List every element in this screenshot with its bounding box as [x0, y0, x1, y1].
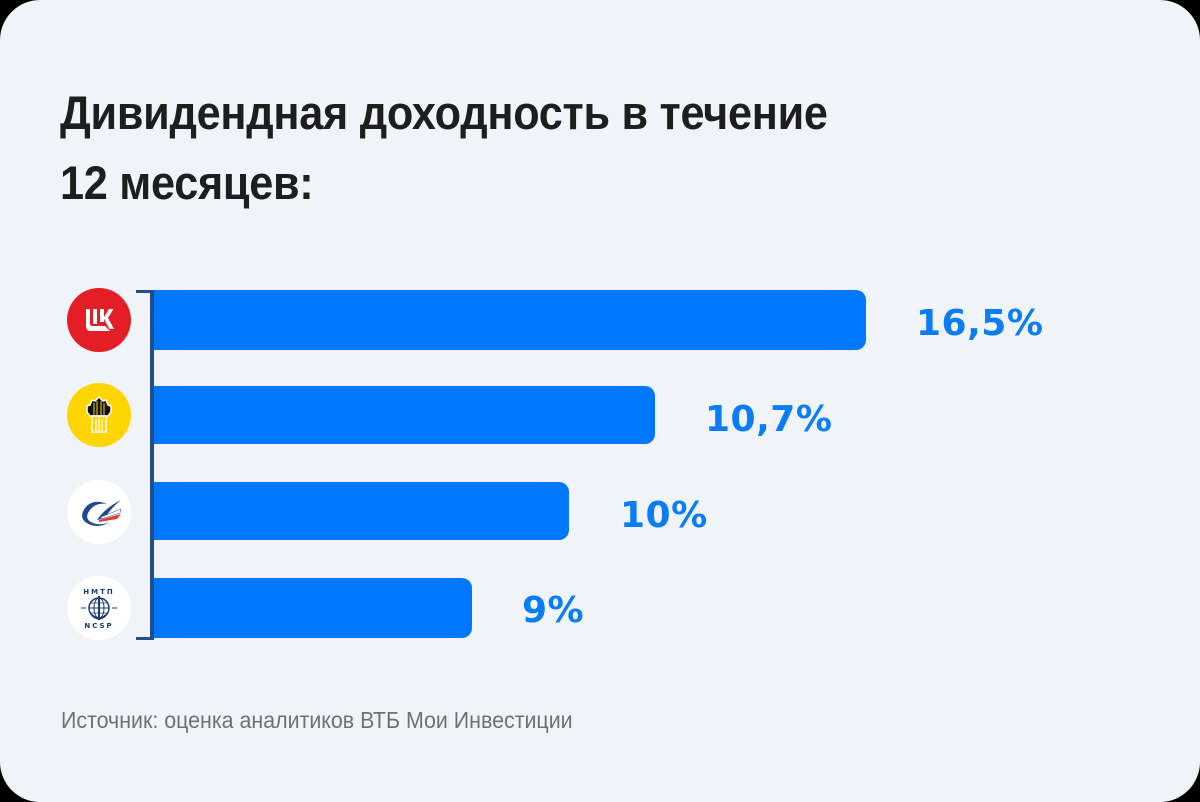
axis-bottom-tick — [136, 637, 152, 640]
title-line-2: 12 месяцев: — [60, 156, 314, 209]
source-note: Источник: оценка аналитиков ВТБ Мои Инве… — [61, 707, 573, 733]
nmtp-logo-icon: НМТП NCSP — [67, 576, 131, 640]
rosneft-logo-icon — [67, 383, 131, 447]
bar-nmtp — [154, 578, 472, 638]
value-label-sovcomflot: 10% — [620, 495, 708, 536]
svg-text:НМТП: НМТП — [83, 588, 114, 596]
value-label-rosneft: 10,7% — [705, 399, 833, 440]
sovcomflot-logo-icon — [67, 480, 131, 544]
bar-lukoil — [154, 290, 866, 350]
chart-title: Дивидендная доходность в течение 12 меся… — [60, 78, 980, 218]
bar-sovcomflot — [154, 482, 569, 540]
value-label-lukoil: 16,5% — [916, 303, 1044, 344]
lukoil-logo-icon — [67, 288, 131, 352]
svg-text:NCSP: NCSP — [84, 622, 113, 630]
y-axis-line — [150, 290, 154, 640]
title-line-1: Дивидендная доходность в течение — [60, 86, 828, 139]
bar-rosneft — [154, 386, 655, 444]
axis-top-tick — [136, 290, 152, 293]
value-label-nmtp: 9% — [522, 590, 585, 631]
